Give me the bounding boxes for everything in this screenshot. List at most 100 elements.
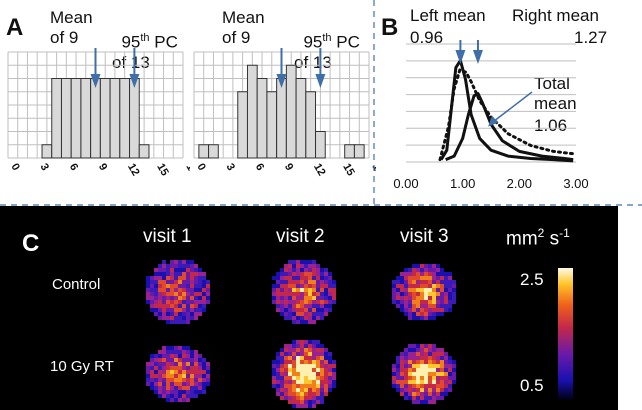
scan-pixel — [276, 380, 280, 384]
scan-pixel — [182, 382, 186, 386]
scan-pixel — [392, 296, 396, 300]
scan-pixel — [162, 296, 166, 300]
scan-pixel — [444, 372, 448, 376]
scan-pixel — [166, 362, 170, 366]
scan-pixel — [308, 368, 312, 372]
scan-pixel — [178, 382, 182, 386]
scan-pixel — [328, 284, 332, 288]
scan-pixel — [284, 280, 288, 284]
scan-pixel — [194, 378, 198, 382]
scan-pixel — [400, 356, 404, 360]
distribution-plot: 0.00 1.00 2.00 3.00 — [393, 40, 589, 191]
scan-pixel — [408, 364, 412, 368]
scan-pixel — [428, 296, 432, 300]
scan-pixel — [272, 384, 276, 388]
scan-pixel — [404, 268, 408, 272]
scan-pixel — [444, 300, 448, 304]
scan-pixel — [288, 376, 292, 380]
scan-pixel — [328, 352, 332, 356]
scan-pixel — [440, 280, 444, 284]
scan-pixel — [292, 260, 296, 264]
scan-pixel — [444, 356, 448, 360]
unit-s: s — [544, 228, 560, 250]
scan-pixel — [328, 288, 332, 292]
scan-pixel — [276, 308, 280, 312]
scan-pixel — [408, 368, 412, 372]
dist-tick-label: 2.00 — [507, 176, 532, 191]
hist1-bar — [60, 78, 72, 159]
scan-pixel — [288, 368, 292, 372]
scan-pixel — [198, 370, 202, 374]
scan-pixel — [432, 268, 436, 272]
scan-pixel — [288, 356, 292, 360]
scan-pixel — [408, 268, 412, 272]
scan-pixel — [436, 392, 440, 396]
scan-pixel — [194, 284, 198, 288]
scan-pixel — [280, 380, 284, 384]
scan-pixel — [304, 396, 308, 400]
scan-pixel — [308, 396, 312, 400]
scan-pixel — [428, 400, 432, 404]
scan-pixel — [288, 276, 292, 280]
scan-pixel — [300, 304, 304, 308]
scan-pixel — [312, 352, 316, 356]
scan-pixel — [194, 354, 198, 358]
scan-pixel — [308, 308, 312, 312]
scan-pixel — [448, 292, 452, 296]
scan-pixel — [312, 372, 316, 376]
scan-pixel — [332, 288, 336, 292]
scan-pixel — [324, 308, 328, 312]
scan-pixel — [452, 280, 456, 284]
scan-pixel — [178, 390, 182, 394]
scan-pixel — [428, 376, 432, 380]
scan-pixel — [300, 380, 304, 384]
total-mean-value: 1.06 — [534, 116, 568, 135]
scan-pixel — [284, 368, 288, 372]
scan-pixel — [432, 276, 436, 280]
scan-pixel — [178, 308, 182, 312]
scan-pixel — [198, 374, 202, 378]
scan-pixel — [408, 356, 412, 360]
scan-pixel — [202, 378, 206, 382]
scan-pixel — [316, 364, 320, 368]
scan-pixel — [312, 380, 316, 384]
scan-pixel — [186, 382, 190, 386]
scan-pixel — [284, 300, 288, 304]
scan-pixel — [312, 364, 316, 368]
scan-pixel — [396, 276, 400, 280]
scan-pixel — [170, 370, 174, 374]
scan-pixel — [300, 296, 304, 300]
scan-pixel — [166, 366, 170, 370]
scan-pixel — [292, 356, 296, 360]
right-mean-value: 1.27 — [574, 28, 608, 47]
scan-pixel — [206, 378, 210, 382]
scan-pixel — [202, 390, 206, 394]
scan-pixel — [436, 376, 440, 380]
scan-pixel — [452, 368, 456, 372]
scan-pixel — [174, 272, 178, 276]
scan-pixel — [312, 320, 316, 324]
scan-pixel — [190, 300, 194, 304]
hist2-tick-label: 6 — [253, 162, 266, 173]
scan-pixel — [288, 280, 292, 284]
scan-pixel — [284, 380, 288, 384]
scan-pixel — [308, 388, 312, 392]
scan-pixel — [186, 300, 190, 304]
scan-pixel — [312, 272, 316, 276]
scan-pixel — [400, 280, 404, 284]
scan-pixel — [320, 308, 324, 312]
scan-pixel — [300, 340, 304, 344]
scan-pixel — [284, 392, 288, 396]
scan-pixel — [404, 372, 408, 376]
scan-pixel — [408, 280, 412, 284]
colorbar — [558, 268, 573, 400]
scan-pixel — [424, 276, 428, 280]
scan-pixel — [332, 296, 336, 300]
scan-pixel — [304, 392, 308, 396]
scan-pixel — [404, 392, 408, 396]
scan-pixel — [194, 300, 198, 304]
scan-pixel — [300, 276, 304, 280]
scan-pixel — [304, 376, 308, 380]
scan-pixel — [328, 276, 332, 280]
scan-pixel — [190, 316, 194, 320]
